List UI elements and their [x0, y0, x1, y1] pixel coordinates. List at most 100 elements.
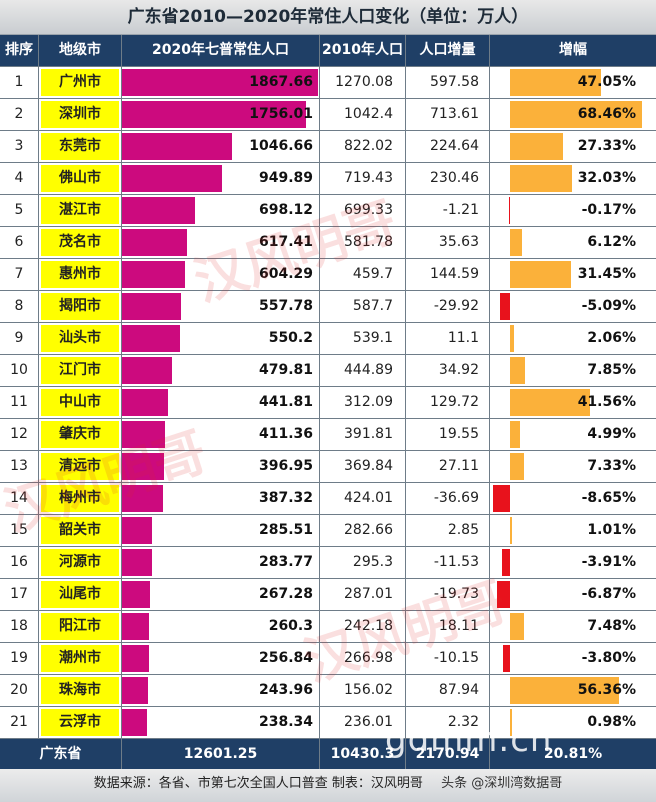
pop2020-value: 698.12 [258, 202, 313, 218]
pop2020-cell: 617.41 [122, 227, 320, 258]
pop2010-cell: 424.01 [320, 483, 406, 514]
growth-value: 1.01% [587, 522, 636, 538]
pop2010-cell: 581.78 [320, 227, 406, 258]
pop2010-cell: 369.84 [320, 451, 406, 482]
city-cell: 汕头市 [39, 323, 122, 354]
pop2020-cell: 479.81 [122, 355, 320, 386]
pop2020-cell: 396.95 [122, 451, 320, 482]
growth-value: -3.80% [581, 650, 636, 666]
growth-bar [509, 197, 510, 224]
pop2020-value: 260.3 [268, 618, 313, 634]
increase-cell: 2.32 [406, 707, 490, 738]
table-header: 排序 地级市 2020年七普常住人口 2010年人口 人口增量 增幅 [0, 35, 656, 67]
city-cell: 清远市 [39, 451, 122, 482]
growth-value: 27.33% [577, 138, 636, 154]
increase-cell: -11.53 [406, 547, 490, 578]
growth-value: -3.91% [581, 554, 636, 570]
pop2020-cell: 698.12 [122, 195, 320, 226]
rank-cell: 14 [0, 483, 39, 514]
city-label: 汕头市 [41, 325, 119, 352]
table-row: 20 珠海市 243.96 156.02 87.94 56.36% [0, 675, 656, 707]
growth-bar [510, 325, 514, 352]
pop2010-cell: 459.7 [320, 259, 406, 290]
pop2020-value: 1867.66 [249, 74, 313, 90]
city-cell: 深圳市 [39, 99, 122, 130]
growth-bar [510, 389, 591, 416]
growth-value: 2.06% [587, 330, 636, 346]
pop2010-cell: 242.18 [320, 611, 406, 642]
growth-cell: -3.91% [490, 547, 656, 578]
city-cell: 肇庆市 [39, 419, 122, 450]
increase-cell: 597.58 [406, 67, 490, 98]
pop2020-bar [122, 613, 150, 640]
table-row: 12 肇庆市 411.36 391.81 19.55 4.99% [0, 419, 656, 451]
growth-cell: -6.87% [490, 579, 656, 610]
increase-cell: 230.46 [406, 163, 490, 194]
growth-cell: 31.45% [490, 259, 656, 290]
city-cell: 潮州市 [39, 643, 122, 674]
table-row: 2 深圳市 1756.01 1042.4 713.61 68.46% [0, 99, 656, 131]
pop2020-bar [122, 325, 180, 352]
credit-text: 头条 @深圳湾数据哥 [441, 776, 563, 791]
growth-cell: 56.36% [490, 675, 656, 706]
pop2020-bar [122, 645, 149, 672]
city-label: 中山市 [41, 389, 119, 416]
pop2020-value: 243.96 [258, 682, 313, 698]
total-increase: 2170.94 [406, 739, 490, 770]
table-row: 13 清远市 396.95 369.84 27.11 7.33% [0, 451, 656, 483]
city-label: 揭阳市 [41, 293, 119, 320]
city-label: 阳江市 [41, 613, 119, 640]
growth-value: -6.87% [581, 586, 636, 602]
increase-cell: -36.69 [406, 483, 490, 514]
increase-cell: 18.11 [406, 611, 490, 642]
city-cell: 云浮市 [39, 707, 122, 738]
growth-bar [500, 293, 510, 320]
city-cell: 河源市 [39, 547, 122, 578]
city-label: 韶关市 [41, 517, 119, 544]
city-cell: 揭阳市 [39, 291, 122, 322]
table-row: 6 茂名市 617.41 581.78 35.63 6.12% [0, 227, 656, 259]
growth-cell: 32.03% [490, 163, 656, 194]
city-label: 广州市 [41, 69, 119, 96]
rank-cell: 7 [0, 259, 39, 290]
increase-cell: -1.21 [406, 195, 490, 226]
rank-cell: 21 [0, 707, 39, 738]
growth-cell: 2.06% [490, 323, 656, 354]
rank-cell: 19 [0, 643, 39, 674]
pop2010-cell: 444.89 [320, 355, 406, 386]
total-growth: 20.81% [490, 739, 656, 770]
growth-bar [510, 613, 525, 640]
city-label: 梅州市 [41, 485, 119, 512]
growth-bar [502, 549, 510, 576]
growth-value: 56.36% [577, 682, 636, 698]
pop2020-value: 267.28 [258, 586, 313, 602]
pop2020-bar [122, 197, 196, 224]
city-label: 东莞市 [41, 133, 119, 160]
increase-cell: -19.73 [406, 579, 490, 610]
total-pop2020: 12601.25 [122, 739, 320, 770]
growth-bar [510, 133, 563, 160]
pop2010-cell: 266.98 [320, 643, 406, 674]
pop2020-value: 238.34 [258, 714, 313, 730]
growth-cell: 1.01% [490, 515, 656, 546]
growth-value: 41.56% [577, 394, 636, 410]
pop2010-cell: 822.02 [320, 131, 406, 162]
table-row: 17 汕尾市 267.28 287.01 -19.73 -6.87% [0, 579, 656, 611]
rank-cell: 16 [0, 547, 39, 578]
pop2020-value: 949.89 [258, 170, 313, 186]
city-label: 潮州市 [41, 645, 119, 672]
table-row: 19 潮州市 256.84 266.98 -10.15 -3.80% [0, 643, 656, 675]
pop2020-cell: 260.3 [122, 611, 320, 642]
table-row: 18 阳江市 260.3 242.18 18.11 7.48% [0, 611, 656, 643]
header-growth: 增幅 [490, 35, 656, 66]
source-note: 数据来源：各省、市第七次全国人口普查 制表：汉风明哥 头条 @深圳湾数据哥 [0, 769, 656, 802]
rank-cell: 20 [0, 675, 39, 706]
growth-value: -0.17% [581, 202, 636, 218]
pop2020-cell: 441.81 [122, 387, 320, 418]
pop2020-value: 285.51 [258, 522, 313, 538]
growth-cell: -8.65% [490, 483, 656, 514]
growth-value: -5.09% [581, 298, 636, 314]
rank-cell: 1 [0, 67, 39, 98]
pop2020-bar [122, 549, 152, 576]
pop2020-cell: 243.96 [122, 675, 320, 706]
